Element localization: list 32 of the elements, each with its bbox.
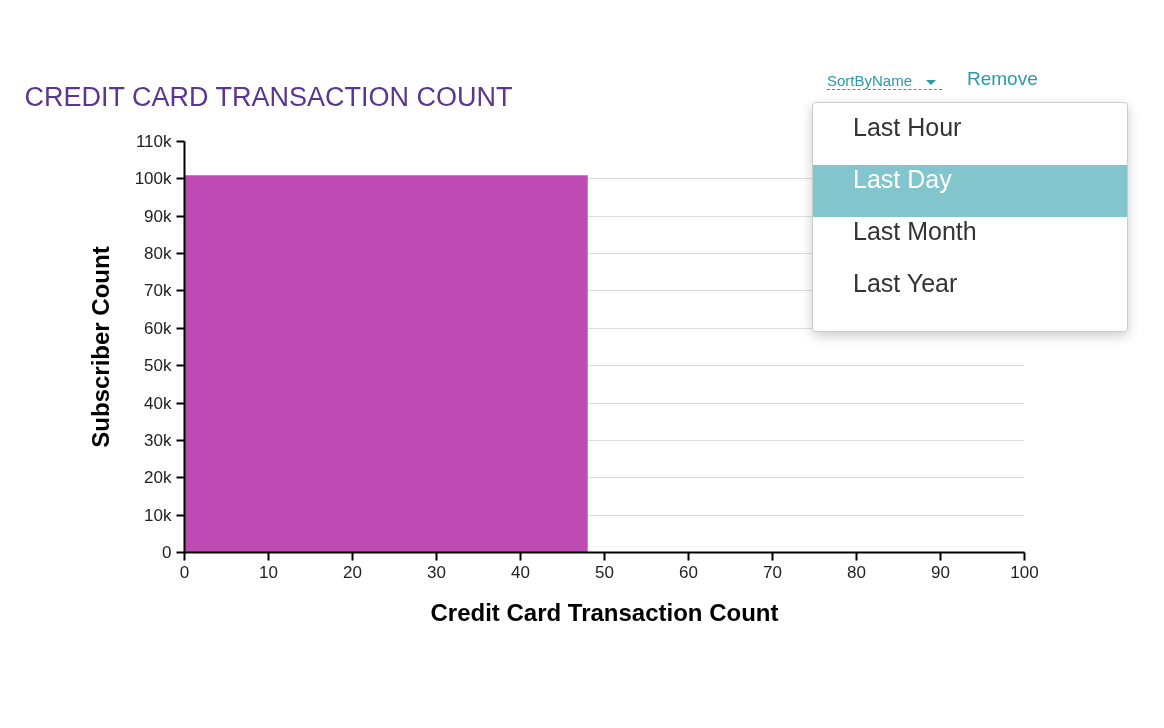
y-tick-label: 0 xyxy=(162,543,172,562)
x-tick-label: 100 xyxy=(1010,562,1039,582)
y-tick-label: 90k xyxy=(144,206,172,226)
x-tick-label: 70 xyxy=(763,562,782,582)
chart-title: CREDIT CARD TRANSACTION COUNT xyxy=(24,81,513,112)
y-tick-label: 70k xyxy=(144,281,172,301)
y-tick-label: 20k xyxy=(144,468,172,488)
y-tick-label: 30k xyxy=(144,430,172,450)
x-tick-label: 10 xyxy=(259,562,278,582)
x-tick-label: 0 xyxy=(179,562,190,582)
y-tick-label: 60k xyxy=(144,318,172,338)
text: SortByName xyxy=(827,72,943,90)
y-tick-label: 110k xyxy=(135,132,172,151)
y-tick-label: 10k xyxy=(144,505,172,525)
x-tick-label: 30 xyxy=(427,562,446,582)
x-tick-label: 60 xyxy=(679,562,698,582)
x-tick-label: 20 xyxy=(343,562,362,582)
text: Remove xyxy=(967,68,1038,90)
dropdown-menu-item: Last Day xyxy=(813,165,1127,217)
y-tick-label: 50k xyxy=(144,356,172,376)
x-tick-label: 90 xyxy=(931,562,950,582)
dropdown-menu-item: Last Year xyxy=(813,269,1127,321)
x-axis-title: Credit Card Transaction Count xyxy=(430,598,779,626)
x-tick-label: 50 xyxy=(595,562,614,582)
x-tick-label: 40 xyxy=(511,562,530,582)
x-tick-label: 80 xyxy=(847,562,866,582)
y-tick-label: 40k xyxy=(144,393,172,413)
y-tick-label: 100k xyxy=(134,169,172,189)
dropdown-menu-item: Last Month xyxy=(813,217,1127,269)
y-tick-label: 80k xyxy=(144,244,172,264)
dropdown-menu-item: Last Hour xyxy=(813,113,1127,165)
y-axis-title: Subscriber Count xyxy=(86,246,114,448)
